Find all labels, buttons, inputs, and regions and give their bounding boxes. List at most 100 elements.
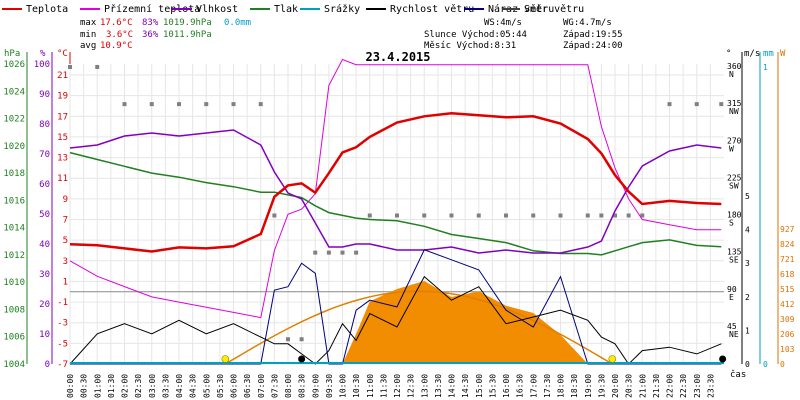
legend-item-prizemni-teplota: Přízemní teplota (80, 3, 200, 15)
wind-dir-point (272, 213, 277, 218)
wind-dir-point (286, 337, 290, 342)
unit-w: W (780, 49, 786, 59)
tick-pressure: 1022 (3, 115, 25, 125)
tick-x-label: 19:00 (584, 374, 593, 398)
series-wind (69, 275, 722, 365)
tick-w: 515 (780, 285, 795, 294)
tick-dir-deg: 315 (727, 99, 742, 108)
wind-dir-point (326, 250, 331, 255)
sun-moon-info: WS:4m/s WG:4.7m/s Slunce Východ:05:44 Zá… (424, 18, 623, 51)
wind-dir-point (395, 213, 399, 218)
tick-x-label: 11:30 (379, 374, 388, 398)
stat-max-rain: 0.0mm (224, 18, 251, 28)
wind-dir-point (313, 250, 318, 255)
tick-dir-deg: 45 (727, 322, 737, 331)
legend-item-teplota: Teplota (2, 4, 68, 15)
legend-label-prizemni-teplota: Přízemní teplota (104, 3, 200, 15)
tick-dir-deg: 225 (727, 173, 742, 182)
tick-w: 824 (780, 240, 795, 249)
unit-degc: °C (57, 49, 68, 59)
tick-humidity: 40 (39, 240, 50, 250)
stat-min-label: min (80, 30, 96, 40)
wind-dir-point (694, 102, 699, 107)
wind-dir-point (149, 102, 154, 107)
tick-x-label: 21:30 (652, 374, 661, 398)
tick-x-label: 23:30 (706, 374, 715, 398)
tick-x-label: 05:30 (216, 374, 225, 398)
tick-x-label: 06:30 (243, 374, 252, 398)
series-ground-temp (69, 58, 722, 319)
wind-dir-point (95, 65, 100, 69)
tick-pressure: 1016 (3, 196, 25, 206)
tick-temp: 3 (63, 257, 68, 267)
tick-x-label: 07:00 (257, 374, 266, 398)
tick-x-label: 22:30 (679, 374, 688, 398)
tick-mm: 1 (763, 63, 768, 72)
tick-mm: 0 (763, 360, 768, 369)
tick-temp: 19 (57, 92, 68, 102)
wind-dir-point (719, 102, 724, 107)
legend: Teplota Přízemní teplota Vlhkost Tlak Sr… (2, 3, 584, 15)
tick-temp: -1 (57, 298, 68, 308)
tick-temp: -7 (57, 360, 68, 370)
tick-x-label: 04:00 (175, 374, 184, 398)
legend-label-vlhkost: Vlhkost (196, 4, 238, 15)
tick-pressure: 1008 (3, 305, 25, 315)
tick-dir-compass: S (729, 219, 734, 228)
legend-label-smer-vetru: Směr větru (524, 3, 584, 15)
tick-temp: 11 (57, 174, 68, 184)
wind-dir-point (640, 213, 645, 218)
wind-dir-point (599, 213, 604, 218)
unit-deg: ° (726, 49, 731, 59)
tick-x-label: 03:00 (148, 374, 157, 398)
marker-sunrise (221, 355, 230, 363)
tick-temp: 5 (63, 236, 68, 246)
tick-x-label: 12:00 (393, 374, 402, 398)
tick-w: 412 (780, 300, 795, 309)
tick-x-label: 06:00 (230, 374, 239, 398)
tick-x-label: 18:00 (557, 374, 566, 398)
stat-avg-label: avg (80, 41, 96, 51)
tick-x-label: 00:00 (66, 374, 75, 398)
stat-max-pres: 1019.9hPa (163, 18, 212, 28)
series-humidity (69, 129, 722, 254)
marker-moonrise (298, 355, 306, 363)
tick-x-label: 17:00 (529, 374, 538, 398)
tick-x-label: 05:00 (202, 374, 211, 398)
stat-max-hum: 83% (142, 18, 159, 28)
wind-dir-point (68, 65, 72, 69)
tick-humidity: 100 (34, 60, 50, 70)
legend-label-naraz-vetru: Náraz větru (488, 3, 554, 15)
tick-ms: 5 (745, 192, 750, 201)
tick-x-label: 16:30 (516, 374, 525, 398)
wind-dir-point (504, 213, 508, 218)
tick-pressure: 1012 (3, 251, 25, 261)
marker-moonset (719, 355, 727, 363)
legend-item-smer-vetru: Směr větru (502, 3, 584, 15)
tick-x-label: 18:30 (570, 374, 579, 398)
tick-w: 0 (780, 360, 785, 369)
tick-x-label: 01:00 (93, 374, 102, 398)
y-ticks-left: 21191715131197531-1-3-5-7102610241022102… (3, 60, 68, 370)
tick-ms: 0 (745, 360, 750, 369)
tick-dir-compass: NW (729, 107, 739, 116)
tick-x-label: 02:30 (134, 374, 143, 398)
tick-x-label: 10:30 (352, 374, 361, 398)
plot-area (68, 58, 727, 365)
tick-humidity: 60 (39, 180, 50, 190)
tick-x-label: 16:00 (502, 374, 511, 398)
tick-temp: 17 (57, 112, 68, 122)
legend-item-tlak: Tlak (250, 4, 298, 15)
tick-dir-deg: 270 (727, 136, 742, 145)
tick-x-label: 02:00 (121, 374, 130, 398)
wind-dir-point (231, 102, 236, 107)
wind-dir-point (367, 213, 372, 218)
series-temperature (69, 111, 722, 253)
wind-dir-point (449, 213, 454, 218)
tick-x-label: 01:30 (107, 374, 116, 398)
tick-dir-deg: 90 (727, 285, 737, 294)
tick-w: 206 (780, 330, 795, 339)
tick-x-label: 17:30 (543, 374, 552, 398)
tick-x-label: 11:00 (366, 374, 375, 398)
